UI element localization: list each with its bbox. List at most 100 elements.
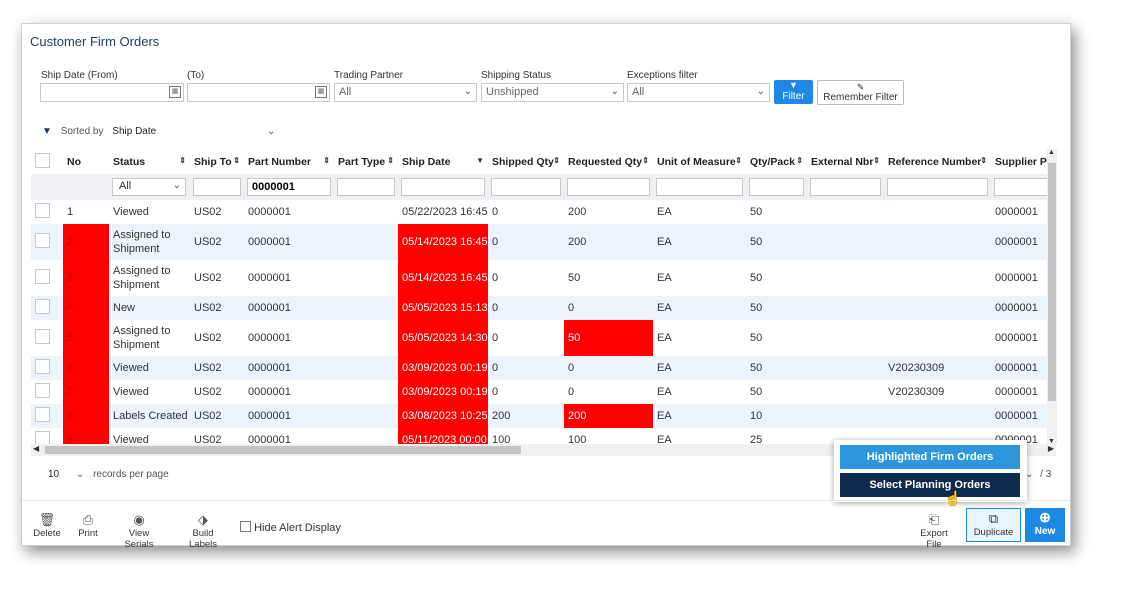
qty-pack-filter-input[interactable] [749,178,804,196]
row-checkbox[interactable] [31,296,63,320]
status-filter-select[interactable]: All ⌄ [112,178,186,196]
table-row[interactable]: 4 New US02 0000001 05/05/2023 15:13 0 0 EA 50 000… [31,296,1056,320]
table-row[interactable]: 3 Assigned to Shipment US02 0000001 05/14/20… [31,260,1056,296]
row-checkbox[interactable] [35,359,50,374]
hide-alert-toggle[interactable]: Hide Alert Display [240,521,341,534]
row-checkbox[interactable] [35,407,50,422]
filter-button[interactable]: ▼ Filter [774,80,813,104]
requested-qty-filter-input[interactable] [567,178,650,196]
chevron-down-icon[interactable]: ⌄ [266,126,276,137]
table-row[interactable]: 5 Assigned to Shipment US02 0000001 05/05/20… [31,320,1056,356]
table-row[interactable]: 2 Assigned to Shipment US02 0000001 05/14/20… [31,224,1056,260]
uom-filter-input[interactable] [656,178,743,196]
print-button[interactable]: ⎙ Print [75,513,101,540]
scroll-right-icon[interactable]: ▶ [1047,444,1054,453]
shipping-status-select[interactable]: Unshipped ⌄ [481,83,624,102]
table-row[interactable]: 6 Viewed US02 0000001 03/09/2023 00:19 0 0 EA 50… [31,356,1056,380]
horizontal-scrollbar[interactable]: ◀ ▶ [31,444,1056,456]
col-part-number[interactable]: Part Number ⇕ [248,155,330,168]
col-shipped-qty[interactable]: Shipped Qty ⇕ [492,155,560,168]
row-checkbox[interactable] [31,428,63,445]
cell-supplier-part: 0000001 [991,404,1056,428]
select-planning-orders-button[interactable]: Select Planning Orders [840,473,1020,497]
col-status[interactable]: Status ⇕ [113,155,186,168]
row-checkbox[interactable] [31,356,63,380]
row-checkbox[interactable] [35,329,50,344]
horizontal-scroll-thumb[interactable] [45,446,521,454]
table-row[interactable]: 8 Labels Created US02 0000001 03/08/2023 10:… [31,404,1056,428]
reference-filter-input[interactable] [887,178,988,196]
row-checkbox[interactable] [35,269,50,284]
sort-icon[interactable]: ⇕ [179,156,186,165]
shipped-qty-filter-input[interactable] [491,178,561,196]
row-checkbox[interactable] [35,233,50,248]
sort-icon[interactable]: ⇕ [553,156,560,165]
row-checkbox[interactable] [31,224,63,260]
remember-filter-button[interactable]: ✎ Remember Filter [817,80,904,105]
export-file-button[interactable]: ⎗ Export File [912,513,956,551]
delete-button[interactable]: 🗑 Delete [33,512,61,540]
sort-icon[interactable]: ⇕ [735,156,742,165]
sort-icon[interactable]: ⇕ [796,156,803,165]
row-checkbox[interactable] [35,203,50,218]
col-supplier-part[interactable]: Supplier Pa [995,155,1053,168]
row-checkbox[interactable] [31,320,63,356]
select-all-header[interactable] [31,149,63,174]
scroll-left-icon[interactable]: ◀ [33,444,40,453]
scroll-up-icon[interactable]: ▲ [1048,149,1055,156]
col-no[interactable]: No [67,155,81,168]
calendar-icon[interactable]: ▦ [315,86,327,98]
chevron-down-icon[interactable]: ⌄ [1025,469,1034,480]
col-qty-pack[interactable]: Qty/Pack ⇕ [750,155,803,168]
row-checkbox[interactable] [35,299,50,314]
col-external-nbr[interactable]: External Nbr ⇕ [811,155,880,168]
hide-alert-checkbox[interactable] [240,521,251,532]
col-part-type[interactable]: Part Type ⇕ [338,155,394,168]
col-unit-of-measure[interactable]: Unit of Measure ⇕ [657,155,742,168]
row-checkbox[interactable] [35,383,50,398]
table-row[interactable]: 1 Viewed US02 0000001 05/22/2023 16:45 0 200 EA… [31,200,1056,224]
sort-icon[interactable]: ⇕ [233,156,240,165]
row-checkbox[interactable] [31,404,63,428]
exceptions-filter-select[interactable]: All ⌄ [627,83,770,102]
sort-icon[interactable]: ⇕ [387,156,394,165]
table-row[interactable]: 7 Viewed US02 0000001 03/09/2023 00:19 0 0 EA 50… [31,380,1056,404]
sort-select[interactable]: Ship Date [112,126,157,137]
vertical-scrollbar[interactable]: ▲ ▼ [1047,149,1057,445]
external-nbr-filter-input[interactable] [810,178,881,196]
supplier-part-filter-input[interactable] [994,178,1056,196]
sort-desc-icon[interactable]: ▼ [476,156,484,165]
scroll-down-icon[interactable]: ▼ [1048,438,1055,445]
sort-icon[interactable]: ⇕ [980,156,987,165]
ship-to-filter-input[interactable] [193,178,241,196]
ship-date-from-input[interactable]: ▦ [40,83,184,102]
chevron-down-icon[interactable]: ⌄ [75,469,85,480]
col-ship-to[interactable]: Ship To ⇕ [194,155,240,168]
ship-date-to-input[interactable]: ▦ [187,83,330,102]
duplicate-button[interactable]: ⧉ Duplicate [966,508,1021,542]
build-labels-button[interactable]: ⬗ Build Labels [178,512,228,551]
calendar-icon[interactable]: ▦ [169,86,181,98]
row-checkbox[interactable] [35,431,50,445]
ship-date-filter-input[interactable] [401,178,485,196]
table-row[interactable]: 9 Viewed US02 0000001 05/11/2023 00:00 100 100… [31,428,1056,445]
new-button[interactable]: ⊕ New [1025,508,1065,542]
part-type-filter-input[interactable] [337,178,395,196]
per-page-select[interactable]: 10 [48,469,60,480]
sort-icon[interactable]: ⇕ [873,156,880,165]
col-requested-qty[interactable]: Requested Qty ⇕ [568,155,649,168]
row-checkbox[interactable] [31,260,63,296]
sort-icon[interactable]: ⇕ [323,156,330,165]
part-number-filter-input[interactable] [247,178,331,196]
vertical-scroll-thumb[interactable] [1048,163,1056,401]
view-serials-button[interactable]: ◉ View Serials [114,513,164,551]
row-checkbox[interactable] [31,380,63,404]
col-ship-date[interactable]: Ship Date ▼ [402,155,484,168]
tag-icon: ⬗ [198,512,208,527]
sort-icon[interactable]: ⇕ [642,156,649,165]
row-checkbox[interactable] [31,200,63,224]
trading-partner-select[interactable]: All ⌄ [334,83,477,102]
select-all-checkbox[interactable] [35,152,50,168]
col-reference-number[interactable]: Reference Number ⇕ [888,155,987,168]
highlighted-firm-orders-button[interactable]: Highlighted Firm Orders [840,445,1020,469]
